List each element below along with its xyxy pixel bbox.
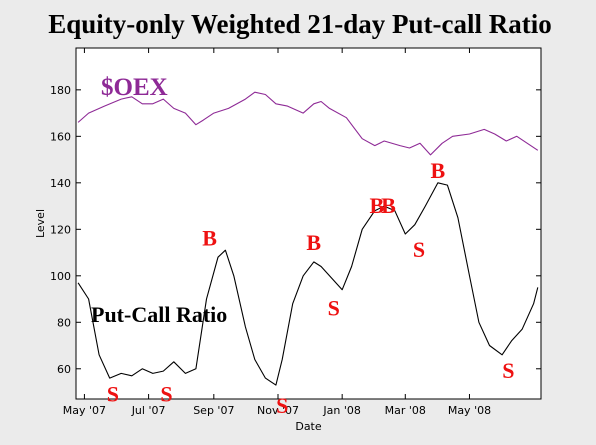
- x-tick-label: May '08: [448, 404, 491, 417]
- y-tick-label: 180: [50, 84, 71, 97]
- buy-signal-marker: B: [431, 158, 446, 183]
- y-tick-label: 80: [57, 316, 71, 329]
- x-tick-label: Jul '07: [131, 404, 166, 417]
- sell-signal-marker: S: [502, 358, 514, 383]
- chart-title: Equity-only Weighted 21-day Put-call Rat…: [48, 9, 552, 39]
- series-line-oex: [77, 91, 539, 156]
- y-tick-label: 100: [50, 270, 71, 283]
- buy-signal-marker: B: [306, 230, 321, 255]
- y-axis-ticks: 60 80 100 120 140 160 180: [50, 84, 541, 376]
- x-tick-label: Mar '08: [385, 404, 426, 417]
- buy-signal-marker: B: [202, 226, 217, 251]
- y-axis-label: Level: [34, 209, 47, 238]
- sell-signal-marker: S: [160, 381, 172, 406]
- x-tick-label: Jan '08: [322, 404, 360, 417]
- buy-signal-marker: B: [381, 193, 396, 218]
- x-axis-ticks: May '07 Jul '07 Sep '07 Nov '07 Jan '08 Mar '…: [63, 48, 491, 417]
- series-label-put-call-ratio: Put-Call Ratio: [91, 302, 227, 327]
- x-tick-label: Sep '07: [193, 404, 234, 417]
- buy-signal-marker: B: [370, 193, 385, 218]
- x-tick-label: May '07: [63, 404, 106, 417]
- sell-signal-marker: S: [276, 393, 288, 418]
- sell-signal-marker: S: [328, 295, 340, 320]
- sell-signal-marker: S: [107, 381, 119, 406]
- y-tick-label: 120: [50, 223, 71, 236]
- sell-signal-marker: S: [413, 237, 425, 262]
- y-tick-label: 140: [50, 177, 71, 190]
- x-axis-label: Date: [295, 420, 322, 433]
- y-tick-label: 160: [50, 130, 71, 143]
- y-tick-label: 60: [57, 363, 71, 376]
- series-line-put-call-ratio: [77, 182, 539, 386]
- series-label-oex: $OEX: [101, 74, 168, 101]
- plot-area: [75, 47, 542, 400]
- series-layer: [77, 91, 539, 386]
- series-label-layer: $OEX Put-Call Ratio: [91, 74, 227, 327]
- x-tick-label: Nov '07: [257, 404, 299, 417]
